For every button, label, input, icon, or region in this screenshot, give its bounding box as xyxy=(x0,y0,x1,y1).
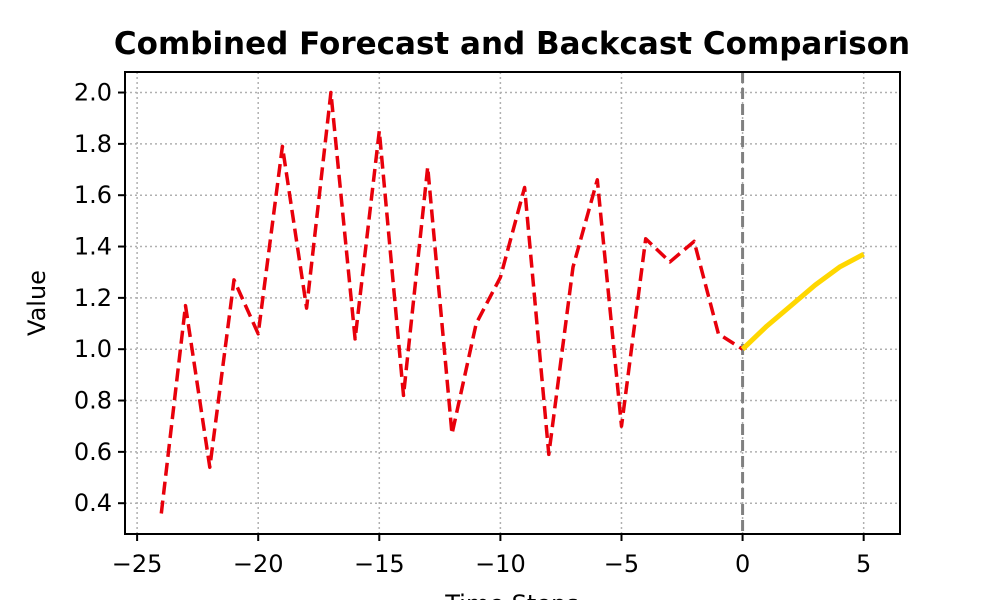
series-line-backcast xyxy=(159,90,744,514)
y-tick-label: 0.4 xyxy=(74,489,112,517)
chart-title: Combined Forecast and Backcast Compariso… xyxy=(114,26,910,62)
y-tick-label: 1.8 xyxy=(74,130,112,158)
tick-layer: −25 −20 −15 −10 −5 0 5 0.4 0.6 0.8 1.0 1.2 1.4 1.6 1.8… xyxy=(74,79,871,578)
series-layer xyxy=(159,90,865,514)
grid-layer xyxy=(125,72,900,534)
y-tick-label: 1.4 xyxy=(74,233,112,261)
x-tick-label: −15 xyxy=(354,550,405,578)
y-tick-label: 1.0 xyxy=(74,335,112,363)
y-tick-label: 1.6 xyxy=(74,181,112,209)
y-tick-label: 2.0 xyxy=(74,79,112,107)
x-tick-label: 0 xyxy=(735,550,750,578)
x-tick-label: −5 xyxy=(604,550,639,578)
x-tick-label: −25 xyxy=(112,550,163,578)
y-tick-label: 1.2 xyxy=(74,284,112,312)
y-axis-label: Value xyxy=(23,270,51,336)
series-line-forecast xyxy=(740,251,865,352)
y-tick-label: 0.6 xyxy=(74,438,112,466)
x-tick-label: 5 xyxy=(856,550,871,578)
y-tick-label: 0.8 xyxy=(74,387,112,415)
x-axis-label: Time Steps xyxy=(444,590,579,600)
plot-frame xyxy=(124,71,901,535)
x-tick-label: −20 xyxy=(233,550,284,578)
x-tick-label: −10 xyxy=(475,550,526,578)
